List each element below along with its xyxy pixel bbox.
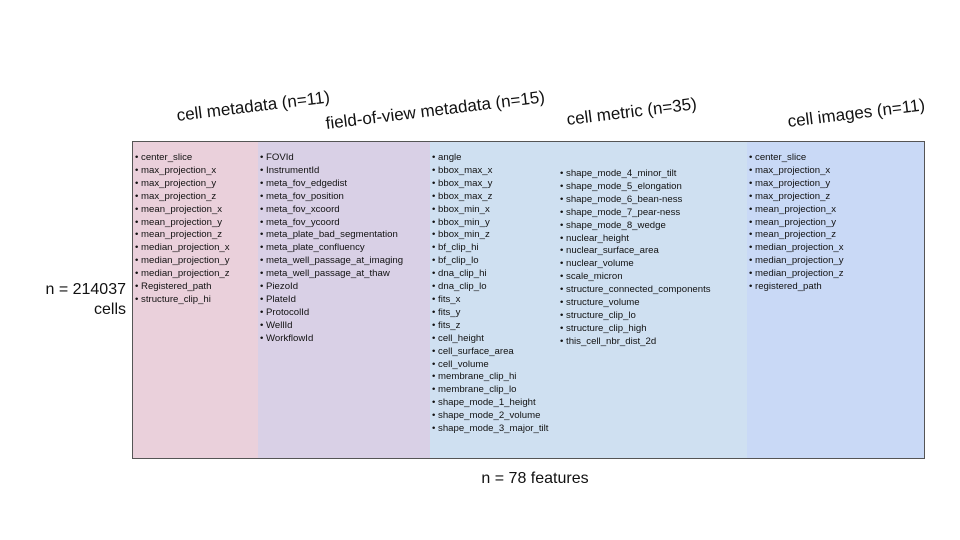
cell-images-title: cell images (n=11) — [786, 95, 926, 132]
list-item: median_projection_y — [135, 255, 230, 268]
cell-metric-list-left: anglebbox_max_xbbox_max_ybbox_max_zbbox_… — [432, 152, 548, 436]
list-item: median_projection_x — [749, 242, 844, 255]
list-item: fits_y — [432, 307, 548, 320]
list-item: meta_fov_xcoord — [260, 204, 403, 217]
list-item: bbox_max_z — [432, 191, 548, 204]
list-item: mean_projection_y — [749, 217, 844, 230]
list-item: median_projection_y — [749, 255, 844, 268]
list-item: max_projection_z — [135, 191, 230, 204]
fov-metadata-box: FOVIdInstrumentIdmeta_fov_edgedistmeta_f… — [258, 141, 431, 459]
list-item: Registered_path — [135, 281, 230, 294]
list-item: FOVId — [260, 152, 403, 165]
list-item: max_projection_z — [749, 191, 844, 204]
list-item: cell_surface_area — [432, 346, 548, 359]
list-item: shape_mode_1_height — [432, 397, 548, 410]
cell-images-list: center_slicemax_projection_xmax_projecti… — [749, 152, 844, 294]
cell-metadata-title: cell metadata (n=11) — [175, 87, 331, 126]
list-item: bbox_min_x — [432, 204, 548, 217]
list-item: membrane_clip_hi — [432, 371, 548, 384]
list-item: structure_connected_components — [560, 284, 711, 297]
list-item: shape_mode_5_elongation — [560, 181, 711, 194]
list-item: mean_projection_z — [749, 229, 844, 242]
list-item: dna_clip_hi — [432, 268, 548, 281]
list-item: registered_path — [749, 281, 844, 294]
list-item: max_projection_x — [749, 165, 844, 178]
list-item: structure_clip_lo — [560, 310, 711, 323]
list-item: shape_mode_7_pear-ness — [560, 207, 711, 220]
cell-metric-title: cell metric (n=35) — [565, 94, 698, 130]
list-item: nuclear_volume — [560, 258, 711, 271]
list-item: membrane_clip_lo — [432, 384, 548, 397]
list-item: shape_mode_6_bean-ness — [560, 194, 711, 207]
list-item: cell_volume — [432, 359, 548, 372]
list-item: dna_clip_lo — [432, 281, 548, 294]
list-item: center_slice — [749, 152, 844, 165]
list-item: structure_volume — [560, 297, 711, 310]
list-item: PiezoId — [260, 281, 403, 294]
cell-metadata-box: center_slicemax_projection_xmax_projecti… — [132, 141, 259, 459]
list-item: WellId — [260, 320, 403, 333]
list-item: meta_well_passage_at_thaw — [260, 268, 403, 281]
list-item: WorkflowId — [260, 333, 403, 346]
list-item: max_projection_y — [135, 178, 230, 191]
list-item: nuclear_height — [560, 233, 711, 246]
list-item: shape_mode_4_minor_tilt — [560, 168, 711, 181]
list-item: median_projection_z — [749, 268, 844, 281]
list-item: bf_clip_lo — [432, 255, 548, 268]
list-item: median_projection_x — [135, 242, 230, 255]
list-item: fits_z — [432, 320, 548, 333]
cell-metric-box: anglebbox_max_xbbox_max_ybbox_max_zbbox_… — [430, 141, 748, 459]
list-item: structure_clip_high — [560, 323, 711, 336]
features-count-label: n = 78 features — [481, 470, 589, 487]
list-item: bbox_min_y — [432, 217, 548, 230]
list-item: meta_plate_bad_segmentation — [260, 229, 403, 242]
list-item: PlateId — [260, 294, 403, 307]
list-item: mean_projection_x — [135, 204, 230, 217]
list-item: meta_fov_edgedist — [260, 178, 403, 191]
list-item: mean_projection_y — [135, 217, 230, 230]
list-item: bbox_max_x — [432, 165, 548, 178]
list-item: bbox_max_y — [432, 178, 548, 191]
list-item: scale_micron — [560, 271, 711, 284]
cell-metric-list-right: shape_mode_4_minor_tiltshape_mode_5_elon… — [560, 168, 711, 349]
list-item: ProtocolId — [260, 307, 403, 320]
cell-metadata-list: center_slicemax_projection_xmax_projecti… — [135, 152, 230, 307]
list-item: nuclear_surface_area — [560, 245, 711, 258]
list-item: angle — [432, 152, 548, 165]
fov-metadata-list: FOVIdInstrumentIdmeta_fov_edgedistmeta_f… — [260, 152, 403, 346]
list-item: fits_x — [432, 294, 548, 307]
cell-images-box: center_slicemax_projection_xmax_projecti… — [747, 141, 925, 459]
list-item: median_projection_z — [135, 268, 230, 281]
list-item: shape_mode_2_volume — [432, 410, 548, 423]
list-item: bf_clip_hi — [432, 242, 548, 255]
list-item: bbox_min_z — [432, 229, 548, 242]
rows-unit: cells — [93, 301, 126, 318]
list-item: center_slice — [135, 152, 230, 165]
list-item: shape_mode_8_wedge — [560, 220, 711, 233]
list-item: cell_height — [432, 333, 548, 346]
list-item: max_projection_y — [749, 178, 844, 191]
list-item: mean_projection_z — [135, 229, 230, 242]
rows-count-label: n = 214037 cells — [45, 280, 126, 320]
list-item: this_cell_nbr_dist_2d — [560, 336, 711, 349]
list-item: structure_clip_hi — [135, 294, 230, 307]
list-item: meta_fov_position — [260, 191, 403, 204]
list-item: max_projection_x — [135, 165, 230, 178]
fov-metadata-title: field-of-view metadata (n=15) — [324, 87, 546, 134]
list-item: meta_fov_ycoord — [260, 217, 403, 230]
list-item: meta_plate_confluency — [260, 242, 403, 255]
list-item: meta_well_passage_at_imaging — [260, 255, 403, 268]
list-item: InstrumentId — [260, 165, 403, 178]
list-item: mean_projection_x — [749, 204, 844, 217]
rows-count: n = 214037 — [45, 281, 126, 298]
list-item: shape_mode_3_major_tilt — [432, 423, 548, 436]
